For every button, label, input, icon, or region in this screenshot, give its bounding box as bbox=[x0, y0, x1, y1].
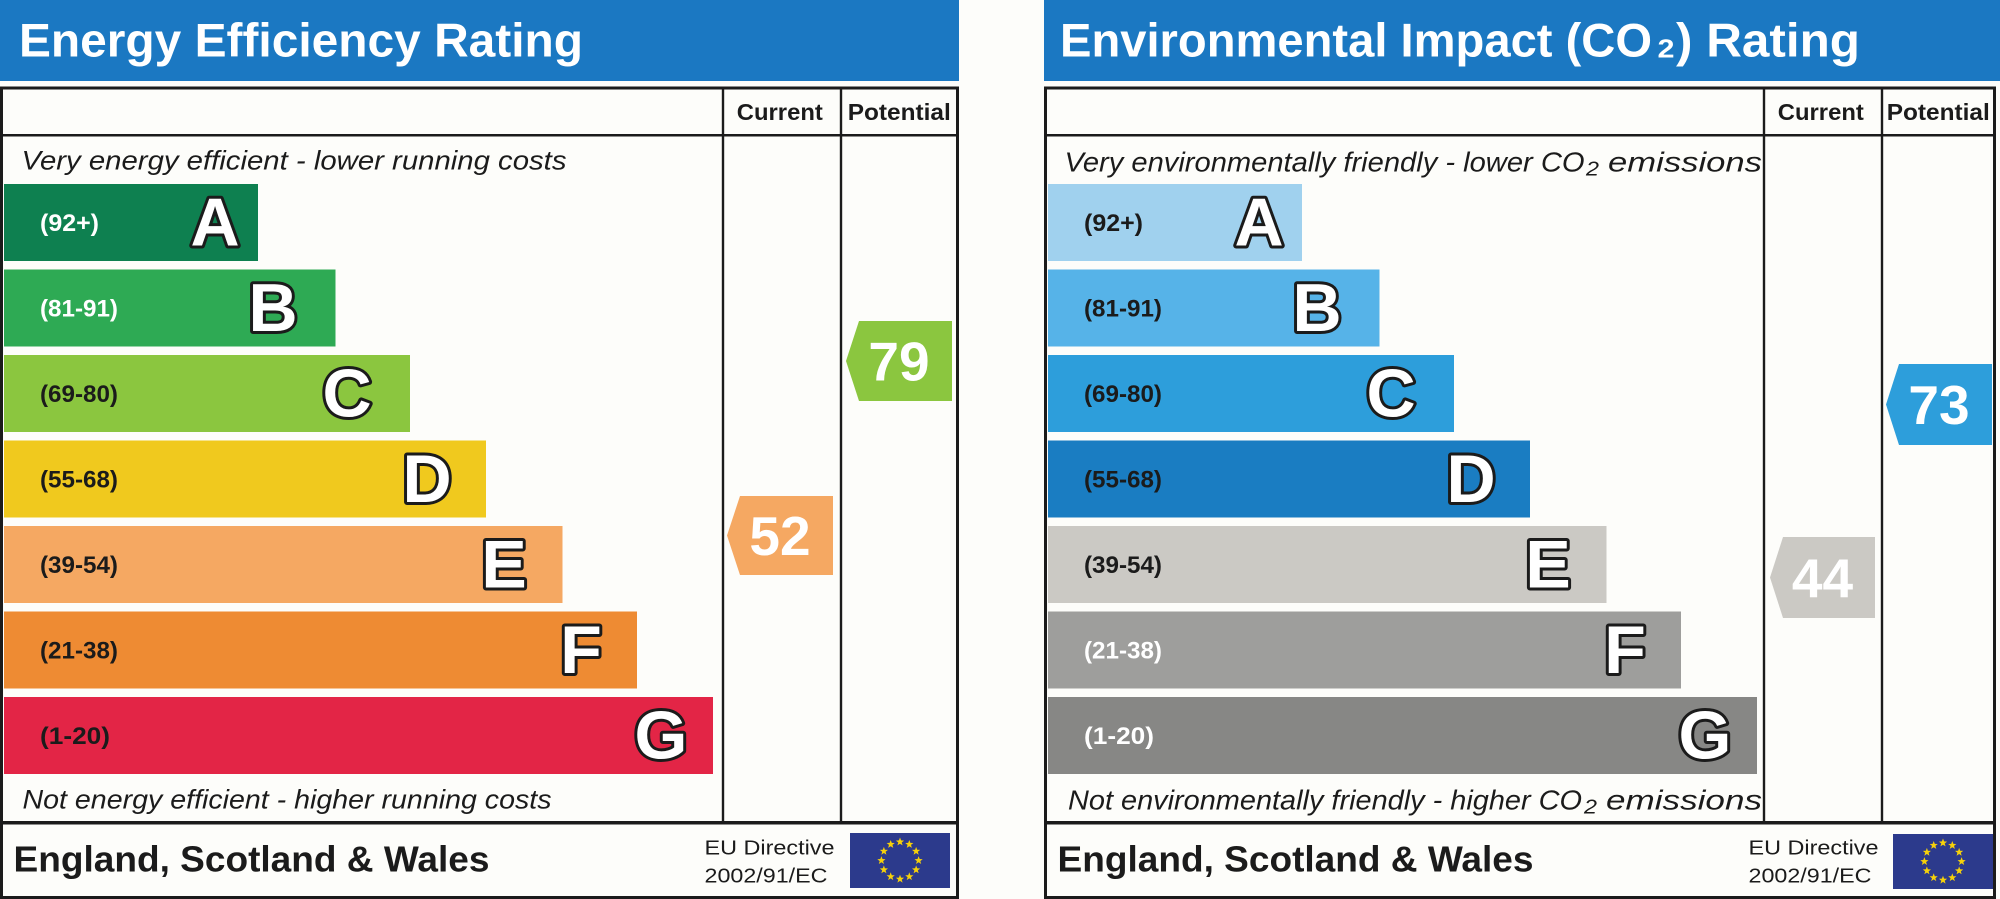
svg-text:2: 2 bbox=[1585, 159, 1599, 181]
svg-text:C: C bbox=[322, 356, 371, 432]
svg-text:Very energy efficient - lower: Very energy efficient - lower running co… bbox=[22, 146, 567, 176]
svg-text:England, Scotland & Wales: England, Scotland & Wales bbox=[14, 839, 490, 880]
svg-text:Energy Efficiency Rating: Energy Efficiency Rating bbox=[19, 13, 583, 66]
svg-text:(55-68): (55-68) bbox=[40, 467, 118, 494]
svg-text:G: G bbox=[635, 698, 688, 774]
svg-text:Not energy efficient - higher: Not energy efficient - higher running co… bbox=[23, 785, 552, 815]
svg-text:2: 2 bbox=[1583, 797, 1597, 819]
svg-text:79: 79 bbox=[868, 331, 929, 393]
svg-text:(1-20): (1-20) bbox=[1084, 723, 1154, 750]
svg-text:emissions: emissions bbox=[1608, 147, 1762, 178]
svg-text:D: D bbox=[1446, 441, 1495, 517]
svg-text:(81-91): (81-91) bbox=[40, 296, 118, 323]
svg-text:A: A bbox=[190, 185, 239, 261]
svg-text:A: A bbox=[1234, 185, 1283, 261]
svg-text:G: G bbox=[1679, 698, 1732, 774]
svg-text:D: D bbox=[402, 441, 451, 517]
svg-text:73: 73 bbox=[1908, 374, 1969, 436]
svg-text:(81-91): (81-91) bbox=[1084, 296, 1162, 323]
svg-text:emissions: emissions bbox=[1606, 785, 1762, 816]
svg-text:C: C bbox=[1366, 356, 1415, 432]
svg-text:Not environmentally friendly -: Not environmentally friendly - higher CO bbox=[1068, 785, 1582, 816]
svg-text:E: E bbox=[1525, 527, 1570, 603]
svg-text:(92+): (92+) bbox=[40, 210, 99, 237]
svg-text:Environmental Impact (CO: Environmental Impact (CO bbox=[1060, 13, 1652, 66]
svg-text:(21-38): (21-38) bbox=[1084, 638, 1162, 665]
svg-text:(69-80): (69-80) bbox=[1084, 381, 1162, 408]
svg-text:44: 44 bbox=[1792, 547, 1854, 609]
svg-text:B: B bbox=[248, 270, 297, 346]
svg-text:(69-80): (69-80) bbox=[40, 381, 118, 408]
svg-text:Potential: Potential bbox=[1887, 99, 1990, 125]
svg-text:(55-68): (55-68) bbox=[1084, 467, 1162, 494]
svg-text:2: 2 bbox=[1658, 34, 1675, 64]
svg-text:EU Directive: EU Directive bbox=[1749, 837, 1879, 860]
svg-text:2002/91/EC: 2002/91/EC bbox=[1749, 865, 1872, 888]
svg-text:EU Directive: EU Directive bbox=[705, 837, 835, 860]
svg-text:Current: Current bbox=[1778, 99, 1864, 125]
svg-text:(21-38): (21-38) bbox=[40, 638, 118, 665]
svg-text:2002/91/EC: 2002/91/EC bbox=[705, 865, 828, 888]
svg-text:) Rating: ) Rating bbox=[1676, 13, 1860, 66]
svg-text:(1-20): (1-20) bbox=[40, 723, 110, 750]
svg-text:B: B bbox=[1292, 270, 1341, 346]
svg-text:Potential: Potential bbox=[848, 99, 951, 125]
svg-text:E: E bbox=[481, 527, 526, 603]
svg-text:52: 52 bbox=[749, 505, 810, 567]
svg-text:(39-54): (39-54) bbox=[40, 552, 118, 579]
svg-text:England, Scotland & Wales: England, Scotland & Wales bbox=[1058, 839, 1534, 880]
svg-text:(92+): (92+) bbox=[1084, 210, 1143, 237]
svg-text:Very environmentally friendly: Very environmentally friendly - lower CO bbox=[1065, 147, 1585, 178]
svg-text:Current: Current bbox=[737, 99, 823, 125]
svg-text:F: F bbox=[1604, 612, 1646, 688]
svg-text:(39-54): (39-54) bbox=[1084, 552, 1162, 579]
svg-text:F: F bbox=[560, 612, 602, 688]
